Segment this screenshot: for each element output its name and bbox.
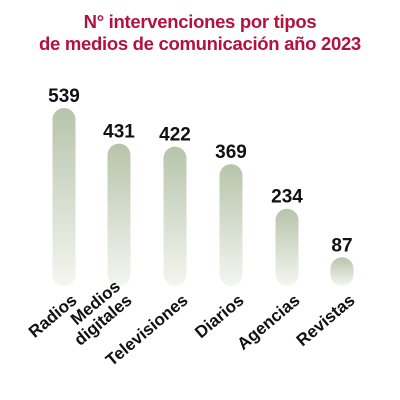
value-label-medios-digitales: 431 — [103, 122, 135, 143]
bar-diarios — [219, 164, 243, 286]
bar-medios-digitales — [107, 143, 131, 286]
value-label-diarios: 369 — [215, 142, 247, 163]
value-label-agencias: 234 — [271, 187, 303, 208]
bar-revistas — [330, 257, 354, 286]
category-label-revistas: Revistas — [293, 291, 359, 351]
category-label-agencias: Agencias — [233, 291, 303, 354]
value-label-revistas: 87 — [331, 235, 352, 256]
bar-agencias — [275, 208, 299, 286]
chart-title-line-1: N° intervenciones por tipos — [83, 11, 317, 32]
value-label-televisiones: 422 — [159, 125, 191, 146]
bar-radios — [52, 108, 76, 286]
bar-televisiones — [163, 146, 187, 286]
category-label-line: Agencias — [233, 291, 303, 354]
value-label-radios: 539 — [48, 86, 80, 107]
category-label-line: Revistas — [293, 291, 359, 351]
chart-title-line-2: de medios de comunicación año 2023 — [39, 33, 361, 54]
